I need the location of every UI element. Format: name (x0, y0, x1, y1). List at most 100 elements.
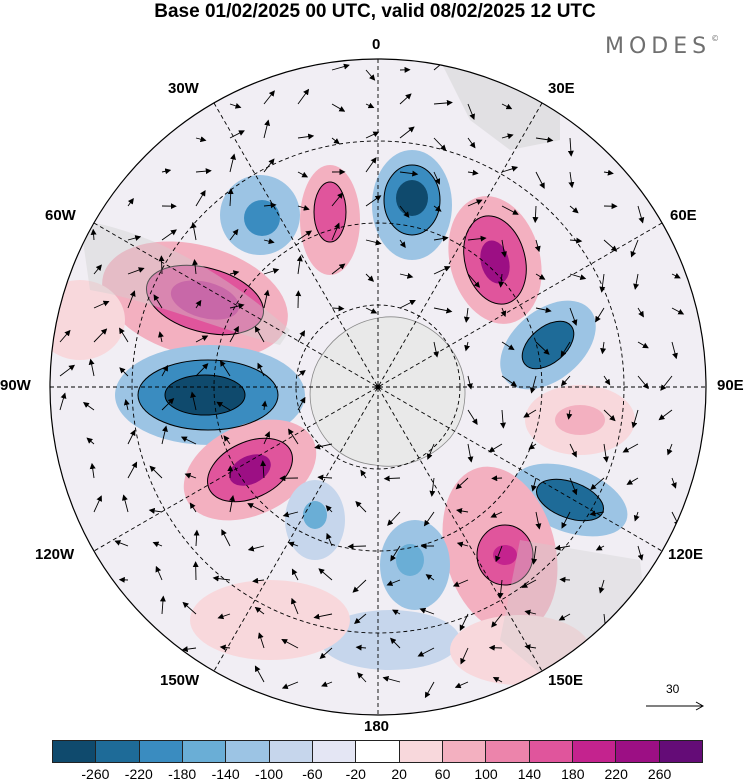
wind-vector (488, 443, 503, 453)
wind-vector (297, 204, 310, 211)
wind-vector (190, 221, 197, 241)
wind-vector (355, 500, 367, 513)
colorbar-swatch (399, 741, 443, 762)
colorbar-tick-label: 20 (391, 766, 407, 782)
wind-vector (658, 409, 673, 421)
wind-vector (263, 238, 275, 245)
wind-vector (660, 375, 673, 391)
colorbar-tick-label: -220 (124, 766, 153, 782)
wind-vector (352, 579, 367, 593)
wind-vector (603, 239, 618, 252)
wind-vector (497, 579, 504, 599)
wind-vector (467, 199, 483, 207)
wind-vector (491, 613, 503, 628)
wind-vector (297, 133, 315, 140)
wind-vector (561, 511, 571, 529)
wind-vector (390, 545, 401, 562)
wind-vector (281, 681, 299, 690)
wind-vector (425, 574, 435, 581)
wind-vector (433, 235, 449, 242)
wind-vector (297, 171, 309, 178)
wind-vector (93, 495, 102, 513)
wind-vector (626, 477, 639, 485)
wind-vectors (59, 59, 685, 699)
wind-vector (93, 328, 108, 343)
colorbar-tick-labels: -260 -220 -180 -140 -100 -60 -20 20 60 100 140 180 2… (0, 766, 750, 782)
wind-vector (354, 613, 367, 625)
wind-vector (528, 443, 537, 450)
wind-vector (392, 609, 401, 616)
wind-vector (671, 307, 685, 315)
wind-vector (399, 205, 410, 218)
wind-vector (600, 341, 607, 355)
wind-vector (399, 93, 412, 105)
wind-vector (456, 541, 469, 548)
wind-vector (630, 239, 639, 258)
wind-vector (254, 665, 265, 683)
wind-vector (229, 103, 242, 109)
wind-vector (217, 613, 231, 620)
lon-label-0: 0 (372, 36, 381, 53)
lon-label-60e: 60E (670, 207, 697, 224)
wind-vector (492, 677, 503, 683)
wind-vector (287, 541, 299, 548)
wind-vector (321, 681, 333, 687)
wind-vector (161, 229, 177, 241)
wind-vector (595, 307, 605, 323)
wind-vector (423, 511, 435, 527)
wind-vector (82, 402, 95, 411)
wind-vector (114, 540, 129, 547)
wind-vector (159, 595, 166, 615)
wind-vector (569, 273, 587, 281)
wind-vector (288, 428, 299, 445)
wind-vector (602, 443, 609, 463)
wind-vector (326, 532, 333, 547)
wind-vector (637, 341, 649, 349)
wind-vector (464, 341, 471, 352)
wind-vector (382, 675, 401, 683)
wind-vector (433, 266, 451, 275)
wind-vector (365, 195, 382, 207)
wind-vector (195, 299, 202, 309)
wind-vector (500, 409, 506, 429)
wind-vector (491, 475, 503, 482)
wind-vector (347, 543, 367, 550)
wind-vector (603, 169, 614, 176)
wind-vector (127, 429, 136, 445)
wind-vector (558, 613, 571, 621)
wind-vector (229, 130, 245, 139)
colorbar-swatch (572, 741, 617, 762)
wind-vector (467, 409, 478, 426)
wind-vector (313, 613, 333, 620)
wind-vector (467, 103, 475, 121)
wind-vector (535, 341, 550, 355)
wind-vector (189, 502, 197, 513)
wind-vector (467, 235, 487, 242)
wind-vector (671, 341, 678, 360)
wind-vector (535, 273, 546, 280)
wind-vector (424, 681, 435, 699)
wind-vector (260, 460, 267, 479)
wind-vector (500, 307, 507, 318)
wind-vector (603, 409, 616, 422)
wind-vector (282, 511, 299, 518)
wind-vector (297, 88, 310, 105)
wind-vector (467, 273, 481, 288)
wind-vector (212, 575, 231, 582)
wind-vector (569, 477, 578, 496)
map-disc (50, 59, 706, 715)
wind-vector (89, 462, 96, 479)
colorbar-swatch (182, 741, 227, 762)
wind-vector (666, 443, 673, 456)
wind-vector (152, 541, 163, 548)
colorbar-tick-label: 140 (517, 766, 542, 782)
wind-vector (365, 69, 376, 81)
reference-vector-label: 30 (666, 682, 680, 696)
wind-vector (263, 268, 280, 275)
south-america-landmass (80, 220, 290, 345)
wind-vector (221, 529, 231, 547)
wind-vector (263, 431, 271, 445)
contours (137, 164, 604, 586)
wind-vector (247, 545, 265, 552)
wind-vector (365, 131, 380, 139)
